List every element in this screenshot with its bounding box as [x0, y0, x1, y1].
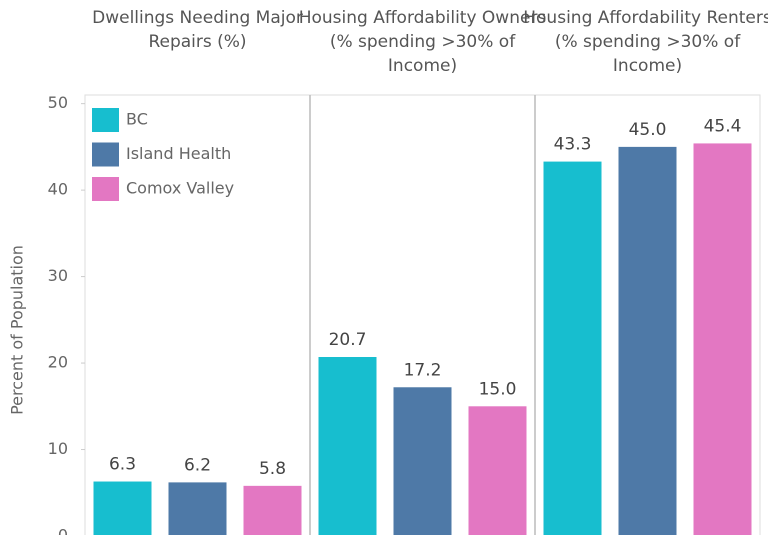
y-tick-label: 0	[58, 526, 68, 535]
y-axis-label: Percent of Population	[8, 245, 27, 415]
bar	[543, 161, 602, 535]
bar	[243, 485, 302, 535]
plot-frame	[84, 94, 761, 535]
y-tick-label: 40	[48, 180, 68, 199]
bar	[93, 481, 152, 535]
bar	[168, 482, 227, 535]
panel-header: Housing Affordability Renters (% spendin…	[523, 8, 768, 76]
value-label: 45.0	[629, 120, 667, 140]
legend-label: Comox Valley	[126, 179, 234, 198]
legend-label: Island Health	[126, 144, 231, 163]
panel-header: Dwellings Needing Major Repairs (%)	[92, 8, 303, 52]
y-tick-label: 30	[48, 266, 68, 285]
legend-swatch	[92, 108, 119, 132]
y-tick-label: 20	[48, 353, 68, 372]
y-tick-label: 50	[48, 93, 68, 112]
value-label: 15.0	[479, 379, 517, 399]
value-label: 45.4	[704, 116, 742, 136]
bar	[618, 146, 677, 535]
legend-label: BC	[126, 110, 148, 129]
value-label: 43.3	[554, 135, 592, 155]
bar	[318, 357, 377, 535]
bar	[468, 406, 527, 535]
value-label: 5.8	[259, 459, 286, 479]
value-label: 6.2	[184, 455, 211, 475]
panel-header: Housing Affordability Owners (% spending…	[298, 8, 547, 76]
bar	[393, 387, 452, 535]
value-label: 6.3	[109, 455, 136, 475]
value-label: 20.7	[329, 330, 367, 350]
value-label: 17.2	[404, 360, 442, 380]
bar	[693, 143, 752, 535]
legend-swatch	[92, 177, 119, 201]
y-tick-label: 10	[48, 439, 68, 458]
legend-swatch	[92, 142, 119, 167]
